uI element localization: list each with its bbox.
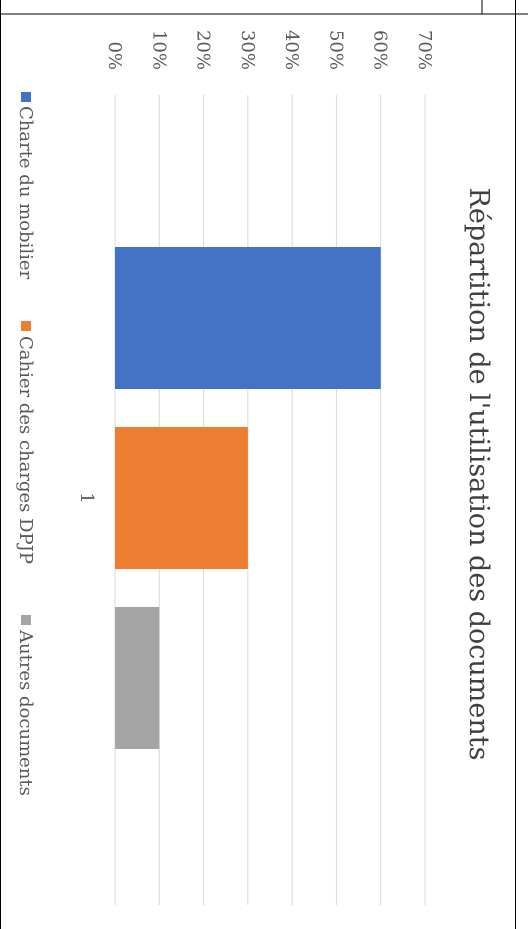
y-tick-label: 70% (414, 30, 435, 70)
bar (114, 247, 381, 389)
category-label: 1 (76, 492, 97, 503)
bar (115, 427, 248, 569)
legend-swatch (21, 615, 31, 625)
legend-swatch (21, 321, 31, 331)
y-tick-label: 10% (148, 30, 169, 70)
y-tick-label: 0% (104, 41, 125, 70)
legend-label: Cahier des charges DPJP (15, 336, 36, 564)
y-tick-label: 60% (370, 30, 391, 70)
chart-frame (0, 0, 516, 929)
y-tick-label: 40% (281, 30, 302, 70)
y-tick-label: 20% (193, 30, 214, 70)
bar (114, 607, 160, 749)
legend-label: Charte du mobilier (15, 106, 36, 279)
y-tick-label: 50% (325, 30, 346, 70)
chart-title: Répartition de l'utilisation des documen… (463, 188, 494, 761)
y-tick-label: 30% (237, 30, 258, 70)
legend-label: Autres documents (15, 629, 36, 796)
legend-swatch (21, 92, 31, 102)
